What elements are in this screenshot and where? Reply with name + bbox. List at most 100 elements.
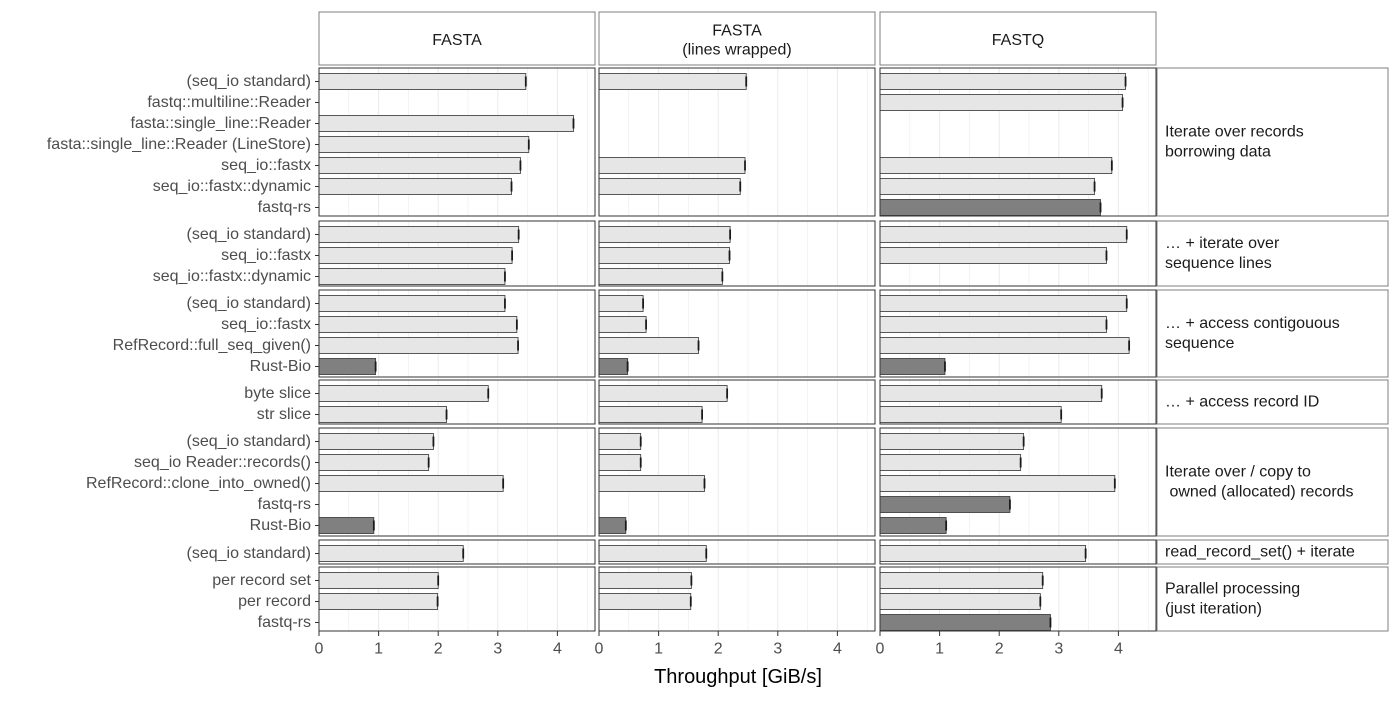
bar-5-0-fastq: [879, 545, 1087, 562]
panel-border-3-1: [598, 379, 876, 425]
bar-4-2-fastq: [879, 475, 1116, 492]
group-label-1-line-0: … + iterate over: [1165, 235, 1280, 252]
bar-4-2-fasta_wrapped: [598, 475, 705, 492]
bar-6-1-fasta_wrapped: [598, 593, 692, 610]
group-label-0-line-0: Iterate over records: [1165, 124, 1304, 141]
bar-0-5-fastq: [879, 178, 1095, 195]
row-label-0-5: seq_io::fastx::dynamic: [153, 178, 311, 195]
bar-2-0-fasta_wrapped: [598, 295, 644, 312]
panel-border-6-1: [598, 566, 876, 632]
bar-0-4-fasta_wrapped: [598, 157, 746, 174]
row-label-0-0: (seq_io standard): [186, 73, 311, 90]
bar-3-1-fastq: [879, 406, 1062, 423]
panel-border-5-2: [879, 539, 1157, 565]
bar-4-0-fasta: [318, 433, 434, 450]
strip-label-fasta_wrapped: FASTA (lines wrapped): [682, 23, 791, 59]
bar-6-1-fastq: [879, 593, 1041, 610]
panel-bg-2-1: [599, 290, 875, 377]
group-label-1: … + iterate over sequence lines: [1165, 235, 1280, 272]
panel-border-0-0: [318, 67, 596, 217]
row-label-2-1: seq_io::fastx: [221, 316, 311, 333]
x-tick-label-fastq-4: 4: [1114, 641, 1123, 658]
strip-label-fasta-line-0: FASTA: [432, 32, 482, 49]
bar-1-1-fasta_wrapped: [598, 247, 730, 264]
bar-5-0-fasta: [318, 545, 464, 562]
panel-border-0-1: [598, 67, 876, 217]
bar-2-3-fasta: [318, 358, 377, 375]
bar-0-4-fastq: [879, 157, 1113, 174]
strip-fastq: [879, 11, 1157, 66]
bar-0-5-fasta: [318, 178, 512, 195]
group-label-6-line-0: Parallel processing: [1165, 581, 1300, 598]
group-label-6-line-1: (just iteration): [1165, 601, 1262, 618]
group-label-2: … + access contigouous sequence: [1165, 315, 1340, 352]
row-label-4-4: Rust-Bio: [250, 517, 311, 534]
group-label-3: … + access record ID: [1165, 394, 1319, 411]
strip-label-fasta_wrapped-line-1: (lines wrapped): [682, 42, 791, 59]
bar-4-3-fastq: [879, 496, 1011, 513]
group-label-2-line-0: … + access contigouous: [1165, 315, 1340, 332]
strip-label-fasta: FASTA: [432, 32, 482, 49]
bar-2-2-fasta_wrapped: [598, 337, 699, 354]
panel-border-1-1: [598, 220, 876, 287]
panel-border-6-2: [879, 566, 1157, 632]
bar-1-0-fasta: [318, 226, 520, 243]
row-label-2-3: Rust-Bio: [250, 358, 311, 375]
group-label-0-line-1: borrowing data: [1165, 144, 1271, 161]
panel-border-2-0: [318, 289, 596, 378]
bar-4-0-fastq: [879, 433, 1025, 450]
x-axis-title: Throughput [GiB/s]: [654, 666, 822, 688]
bar-2-2-fasta: [318, 337, 519, 354]
group-strip-1: [1156, 220, 1389, 287]
bar-6-2-fastq: [879, 614, 1051, 631]
row-label-5-0: (seq_io standard): [186, 545, 311, 562]
row-label-0-2: fasta::single_line::Reader: [130, 115, 311, 132]
group-label-3-line-0: … + access record ID: [1165, 394, 1319, 411]
bar-3-1-fasta_wrapped: [598, 406, 703, 423]
x-tick-label-fasta_wrapped-1: 1: [654, 641, 663, 658]
bar-4-4-fasta: [318, 517, 375, 534]
bar-4-4-fasta_wrapped: [598, 517, 627, 534]
panel-border-5-0: [318, 539, 596, 565]
bar-1-2-fasta: [318, 268, 506, 285]
bar-2-1-fasta_wrapped: [598, 316, 647, 333]
bar-6-0-fasta_wrapped: [598, 572, 692, 589]
bar-2-0-fastq: [879, 295, 1128, 312]
bar-0-2-fasta: [318, 115, 574, 132]
group-strip-2: [1156, 289, 1389, 378]
group-label-6: Parallel processing (just iteration): [1165, 581, 1300, 618]
x-tick-label-fastq-2: 2: [995, 641, 1004, 658]
bar-2-0-fasta: [318, 295, 506, 312]
x-tick-label-fasta-0: 0: [315, 641, 324, 658]
bar-0-0-fastq: [879, 73, 1126, 90]
bar-0-5-fasta_wrapped: [598, 178, 741, 195]
group-label-5: read_record_set() + iterate: [1165, 544, 1355, 561]
row-label-3-0: byte slice: [244, 385, 311, 402]
bar-2-1-fastq: [879, 316, 1107, 333]
x-tick-label-fasta_wrapped-2: 2: [714, 641, 723, 658]
bar-6-1-fasta: [318, 593, 439, 610]
bar-6-0-fastq: [879, 572, 1044, 589]
row-label-0-3: fasta::single_line::Reader (LineStore): [47, 136, 311, 153]
group-strip-0: [1156, 67, 1389, 217]
row-label-3-1: str slice: [257, 406, 311, 423]
group-label-4: Iterate over / copy to owned (allocated)…: [1165, 464, 1354, 501]
group-label-1-line-1: sequence lines: [1165, 255, 1272, 272]
strip-fasta: [318, 11, 596, 66]
group-strip-5: [1156, 539, 1389, 565]
panel-border-4-1: [598, 427, 876, 537]
x-tick-label-fasta-4: 4: [553, 641, 562, 658]
panel-border-4-0: [318, 427, 596, 537]
bar-6-0-fasta: [318, 572, 439, 589]
bar-5-0-fasta_wrapped: [598, 545, 707, 562]
bar-0-6-fastq: [879, 199, 1101, 216]
group-strip-6: [1156, 566, 1389, 632]
row-label-6-0: per record set: [212, 572, 311, 589]
panel-border-5-1: [598, 539, 876, 565]
strip-label-fastq: FASTQ: [992, 32, 1044, 49]
row-label-0-6: fastq-rs: [258, 199, 311, 216]
row-label-6-1: per record: [238, 593, 311, 610]
strip-label-fastq-line-0: FASTQ: [992, 32, 1044, 49]
bar-1-0-fasta_wrapped: [598, 226, 731, 243]
x-tick-label-fasta-3: 3: [493, 641, 502, 658]
